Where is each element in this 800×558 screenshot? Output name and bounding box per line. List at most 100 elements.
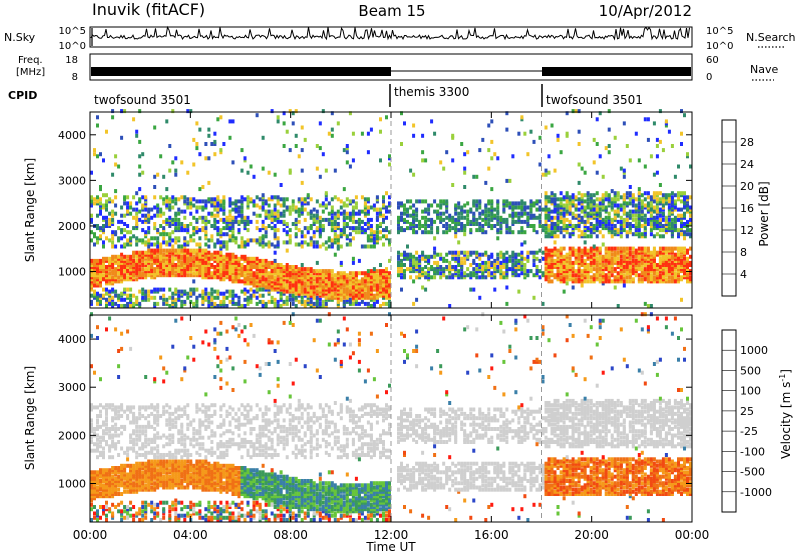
- power-cell: [120, 257, 123, 261]
- power-cell: [508, 255, 511, 259]
- power-cell: [337, 271, 340, 275]
- power-cell: [605, 220, 608, 224]
- power-cell: [674, 271, 677, 275]
- power-cell: [153, 206, 156, 210]
- power-cell: [367, 150, 370, 154]
- power-cell: [189, 234, 192, 238]
- power-cell: [403, 273, 406, 277]
- power-cell: [551, 216, 554, 220]
- power-cell: [328, 218, 331, 222]
- power-cell: [325, 197, 328, 201]
- power-cell: [590, 234, 593, 238]
- power-cell: [668, 279, 671, 283]
- power-cell: [644, 226, 647, 230]
- power-cell: [421, 230, 424, 234]
- power-cell: [593, 193, 596, 197]
- power-cell: [210, 234, 213, 238]
- power-cell: [680, 214, 683, 218]
- power-cell: [490, 119, 493, 123]
- power-cell: [632, 204, 635, 208]
- power-cell: [548, 279, 551, 283]
- power-cell: [304, 138, 307, 142]
- power-cell: [364, 228, 367, 232]
- power-cell: [343, 216, 346, 220]
- power-cell: [593, 273, 596, 277]
- power-cell: [505, 230, 508, 234]
- power-cell: [304, 304, 307, 308]
- power-cell: [632, 255, 635, 259]
- power-cell: [545, 169, 548, 173]
- power-cell: [117, 294, 120, 298]
- power-cell: [226, 224, 229, 228]
- power-cell: [301, 126, 304, 130]
- power-cell: [156, 228, 159, 232]
- power-cell: [530, 269, 533, 273]
- power-cell: [292, 121, 295, 125]
- power-cell: [222, 300, 225, 304]
- power-cell: [581, 210, 584, 214]
- velocity-cell: [102, 447, 105, 451]
- power-cell: [638, 197, 641, 201]
- power-cell: [147, 214, 150, 218]
- power-cell: [445, 216, 448, 220]
- power-cell: [617, 247, 620, 251]
- power-cell: [150, 208, 153, 212]
- power-cell: [198, 206, 201, 210]
- power-cell: [511, 259, 514, 263]
- power-cell: [421, 251, 424, 255]
- power-cell: [126, 255, 129, 259]
- power-cell: [117, 220, 120, 224]
- power-cell: [560, 230, 563, 234]
- power-cell: [105, 220, 108, 224]
- power-cell: [671, 255, 674, 259]
- power-cell: [526, 152, 529, 156]
- power-cell: [117, 279, 120, 283]
- power-cell: [478, 226, 481, 230]
- power-cell: [602, 175, 605, 179]
- power-cell: [213, 296, 216, 300]
- power-cell: [481, 265, 484, 269]
- power-cell: [421, 286, 424, 290]
- power-cell: [505, 286, 508, 290]
- power-cell: [578, 197, 581, 201]
- power-cell: [674, 247, 677, 251]
- power-cell: [638, 247, 641, 251]
- power-cell: [156, 288, 159, 292]
- power-cell: [256, 220, 259, 224]
- power-cell: [244, 240, 247, 244]
- power-cell: [114, 189, 117, 193]
- power-cell: [247, 296, 250, 300]
- power-cell: [253, 290, 256, 294]
- power-cell: [216, 226, 219, 230]
- power-cell: [614, 267, 617, 271]
- power-cell: [340, 261, 343, 265]
- power-cell: [238, 199, 241, 203]
- power-cell: [216, 251, 219, 255]
- power-cell: [590, 261, 593, 265]
- power-cell: [105, 204, 108, 208]
- power-cell: [478, 263, 481, 267]
- power-cell: [156, 204, 159, 208]
- power-cell: [632, 224, 635, 228]
- power-cell: [177, 226, 180, 230]
- power-cell: [283, 240, 286, 244]
- power-cell: [162, 288, 165, 292]
- power-cell: [105, 304, 108, 308]
- power-cell: [611, 206, 614, 210]
- power-cell: [421, 216, 424, 220]
- velocity-cell: [96, 509, 99, 513]
- power-cell: [644, 267, 647, 271]
- power-cell: [141, 171, 144, 175]
- power-cell: [457, 240, 460, 244]
- power-cell: [487, 214, 490, 218]
- power-cell: [352, 132, 355, 136]
- power-cell: [229, 119, 232, 123]
- power-cell: [487, 148, 490, 152]
- power-cell: [174, 288, 177, 292]
- power-cell: [653, 247, 656, 251]
- power-cell: [114, 245, 117, 249]
- power-cell: [617, 197, 620, 201]
- power-cell: [671, 275, 674, 279]
- power-cell: [523, 263, 526, 267]
- power-cell: [490, 199, 493, 203]
